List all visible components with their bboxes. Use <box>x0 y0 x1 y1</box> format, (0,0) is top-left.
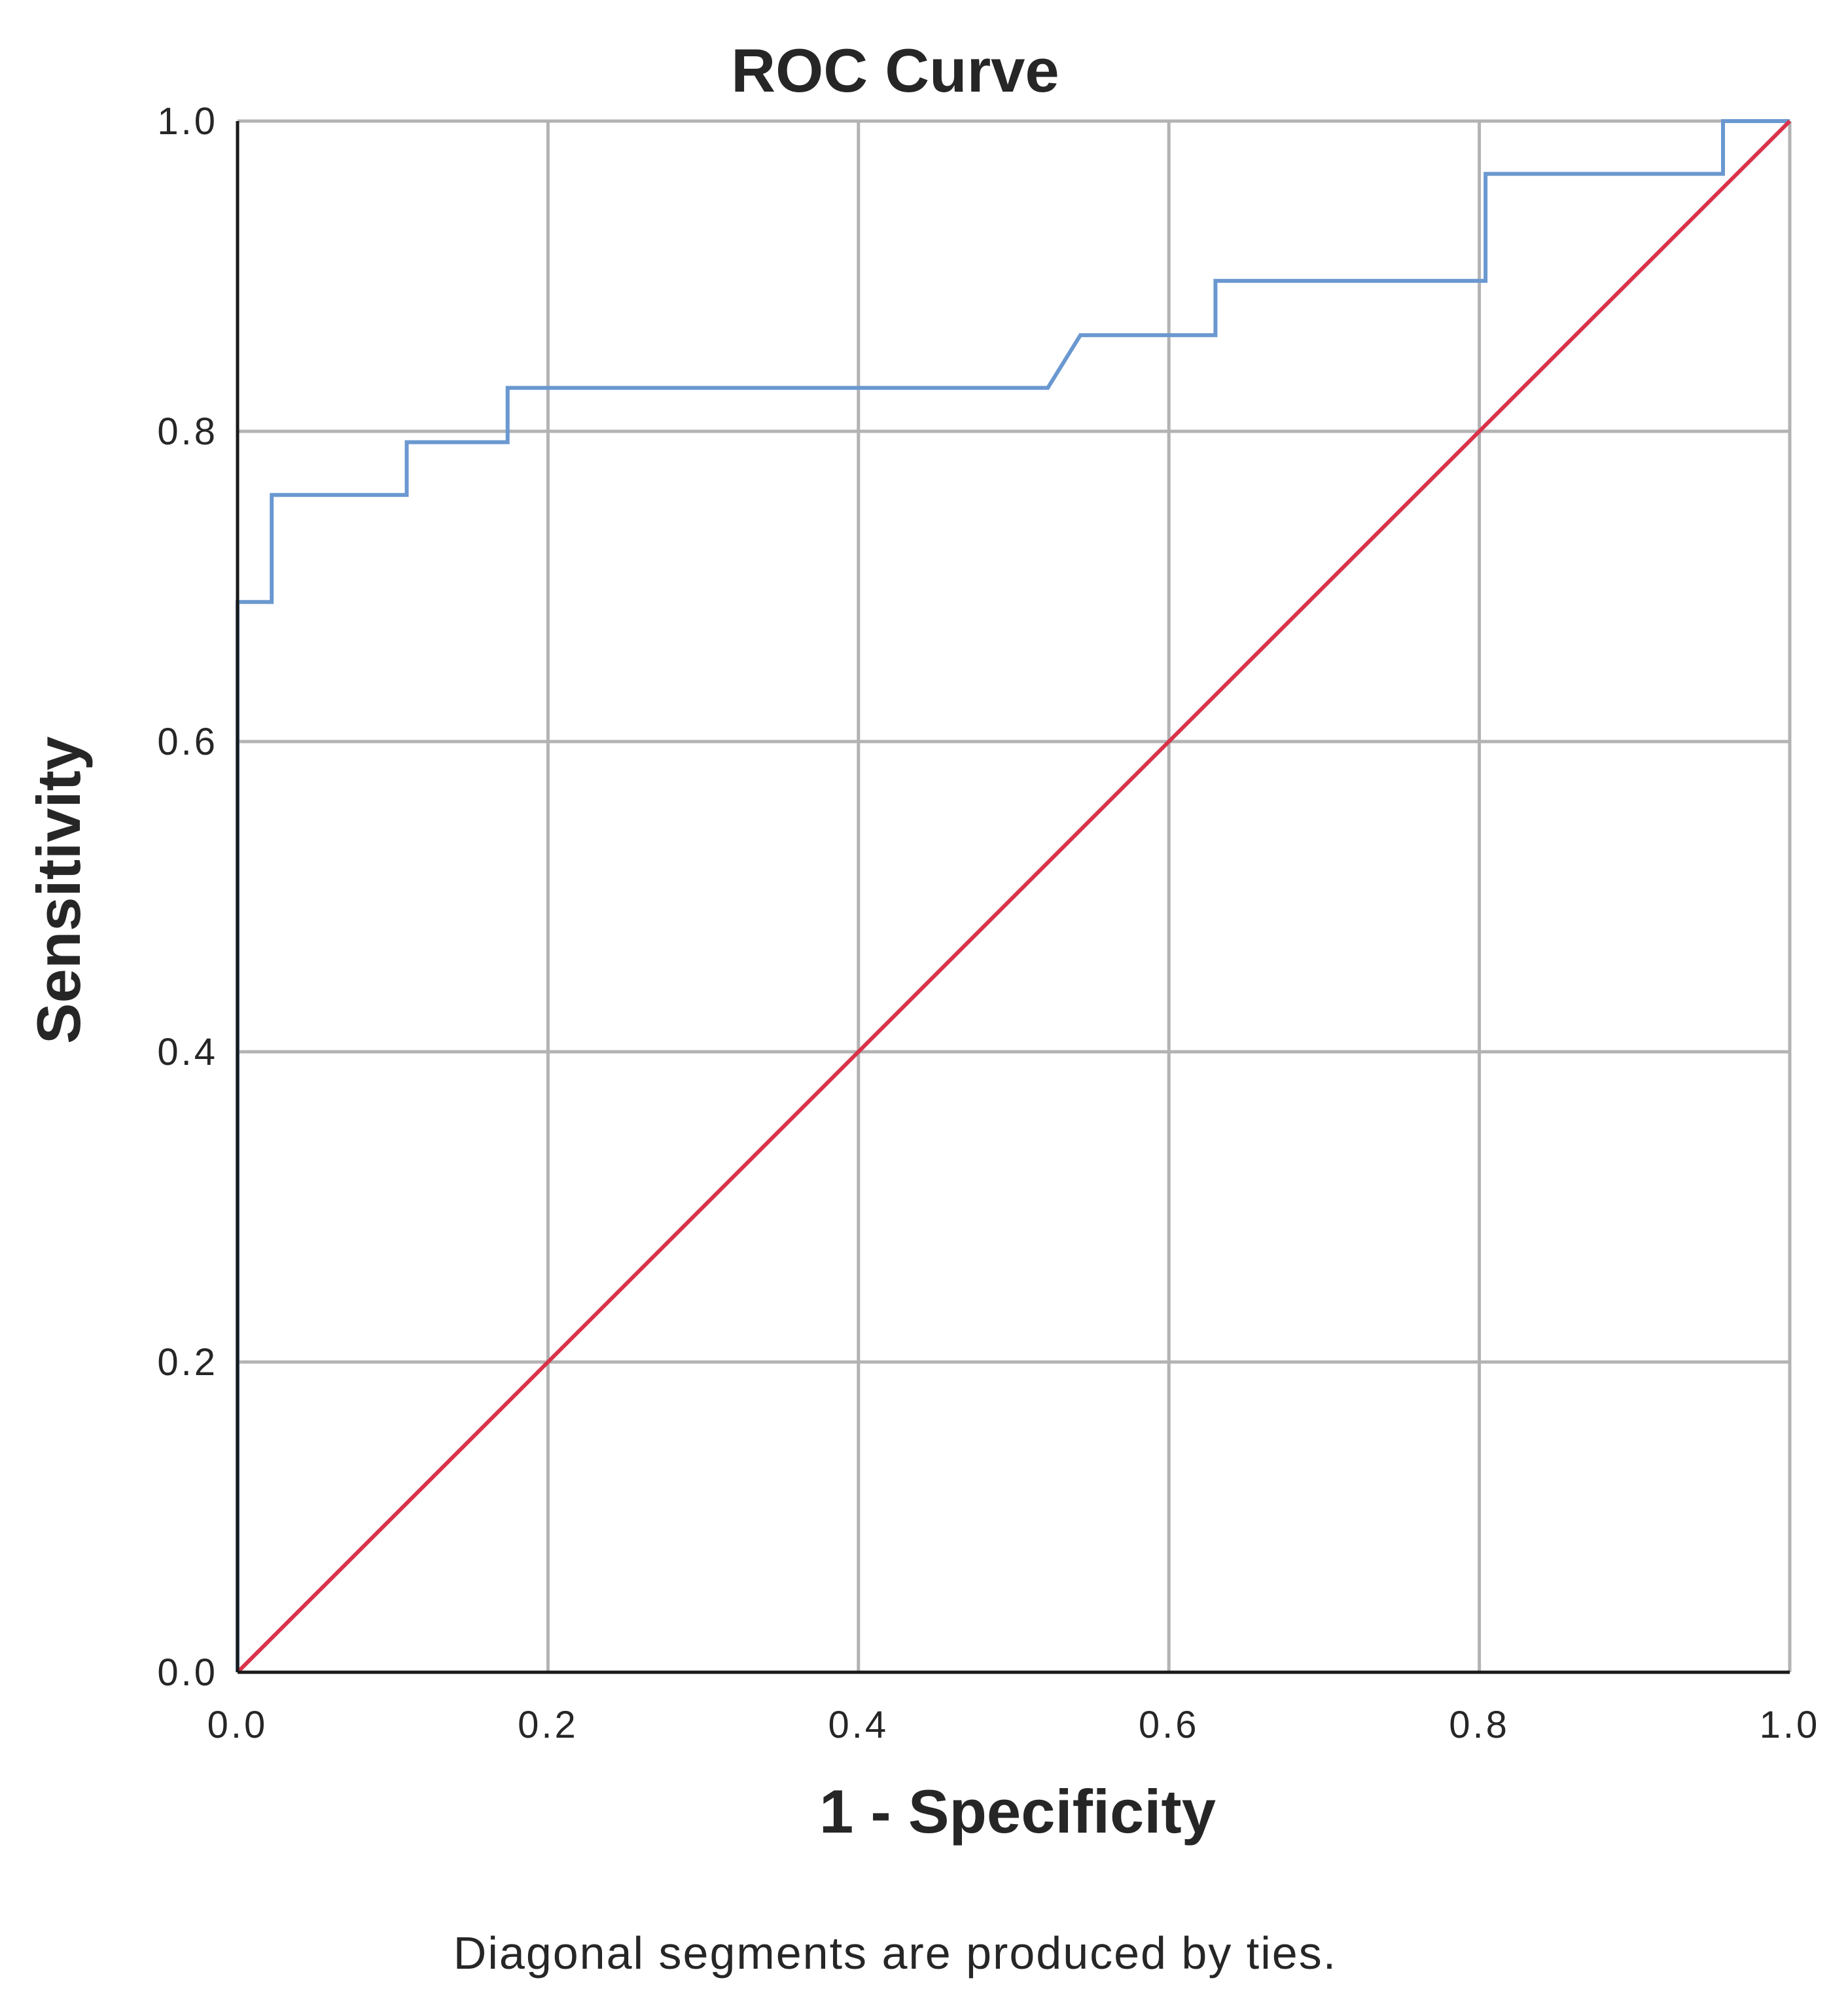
x-tick-label: 0.8 <box>1449 1704 1510 1746</box>
series-layer <box>236 119 1792 1674</box>
y-tick-label: 0.8 <box>157 410 218 453</box>
roc-curve-line <box>236 119 1790 1672</box>
x-tick-labels: 0.0 0.2 0.4 0.6 0.8 1.0 <box>207 1704 1821 1746</box>
y-tick-label: 0.4 <box>157 1031 218 1073</box>
axes <box>236 121 1790 1674</box>
y-tick-labels: 0.0 0.2 0.4 0.6 0.8 1.0 <box>157 100 218 1694</box>
y-axis-title: Sensitivity <box>24 736 93 1044</box>
x-tick-label: 0.4 <box>828 1704 889 1746</box>
x-axis-title: 1 - Specificity <box>819 1777 1216 1846</box>
y-tick-label: 0.6 <box>157 721 218 763</box>
x-tick-label: 1.0 <box>1760 1704 1821 1746</box>
gridlines <box>238 119 1792 1672</box>
y-tick-label: 1.0 <box>157 100 218 143</box>
y-tick-label: 0.2 <box>157 1341 218 1384</box>
y-tick-label: 0.0 <box>157 1651 218 1694</box>
reference-diagonal-line <box>236 119 1792 1674</box>
x-tick-label: 0.6 <box>1139 1704 1199 1746</box>
chart-title: ROC Curve <box>731 36 1059 105</box>
footnote: Diagonal segments are produced by ties. <box>453 1927 1337 1979</box>
x-tick-label: 0.2 <box>518 1704 578 1746</box>
x-tick-label: 0.0 <box>207 1704 268 1746</box>
